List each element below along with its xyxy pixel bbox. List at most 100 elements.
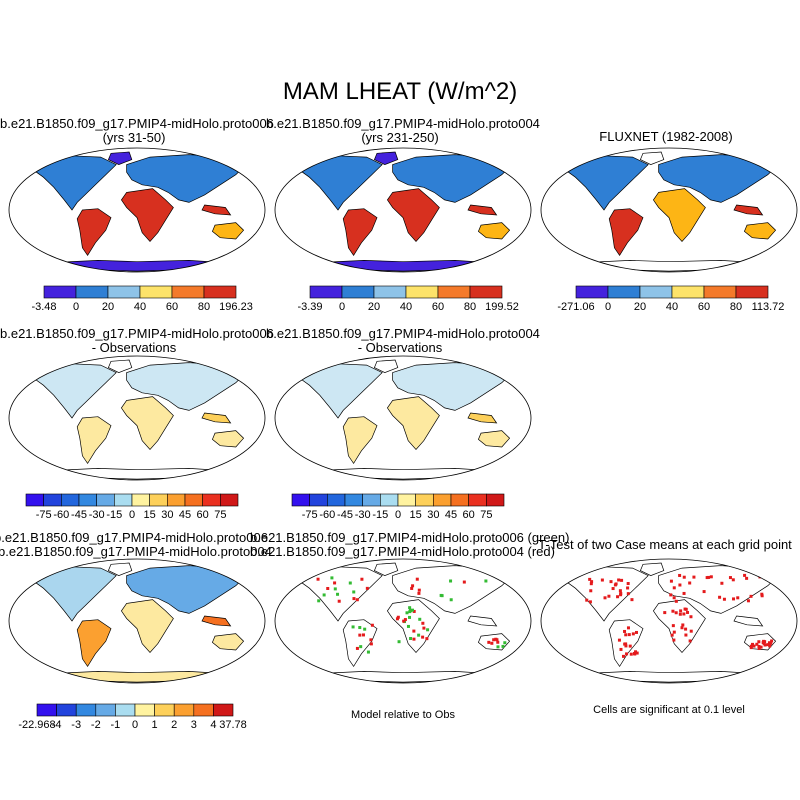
significance-cell bbox=[631, 632, 635, 636]
colorbar-segment bbox=[575, 285, 609, 299]
significance-cell bbox=[760, 592, 764, 596]
map-border bbox=[540, 147, 798, 273]
significance-cell bbox=[736, 596, 740, 600]
significance-cell bbox=[678, 583, 682, 587]
colorbar-label: -15 bbox=[106, 509, 122, 521]
significance-cell bbox=[358, 626, 362, 630]
colorbar-label: 0 bbox=[132, 719, 138, 731]
colorbar-segment bbox=[735, 285, 769, 299]
colorbar-label: 0 bbox=[339, 301, 345, 313]
significance-cell bbox=[421, 635, 425, 639]
colorbar-label: 4 bbox=[210, 719, 216, 731]
significance-cell bbox=[625, 652, 629, 656]
colorbar-segment bbox=[114, 493, 133, 507]
significance-cell bbox=[449, 579, 453, 583]
significance-cell bbox=[671, 609, 675, 613]
continent-antarctica bbox=[45, 468, 229, 480]
significance-cell bbox=[732, 597, 736, 601]
significance-cell bbox=[709, 575, 713, 579]
colorbar-segment bbox=[56, 703, 77, 717]
significance-cell bbox=[634, 650, 638, 654]
continent-antarctica bbox=[45, 671, 229, 683]
colorbar-segment bbox=[134, 703, 155, 717]
colorbar-segment bbox=[327, 493, 346, 507]
continent-antarctica bbox=[577, 260, 761, 272]
colorbar-segment bbox=[75, 703, 97, 717]
map-land-layer bbox=[564, 151, 779, 272]
significance-cell bbox=[770, 639, 774, 643]
significance-cell bbox=[422, 626, 426, 630]
significance-cell bbox=[585, 598, 589, 602]
significance-cell bbox=[635, 651, 639, 655]
significance-cell bbox=[767, 641, 771, 645]
significance-cell bbox=[624, 644, 628, 648]
colorbar-segment bbox=[184, 493, 203, 507]
continent-north-america bbox=[298, 155, 383, 211]
continent-north-america bbox=[32, 363, 117, 419]
continent-north-america bbox=[564, 566, 649, 622]
continent-south-america bbox=[342, 619, 378, 668]
colorbar-label: -271.06 bbox=[557, 301, 594, 313]
map-obs bbox=[540, 147, 798, 273]
colorbar-segment bbox=[131, 493, 150, 507]
colorbar-segment bbox=[220, 493, 239, 507]
significance-cell bbox=[588, 600, 592, 604]
colorbar-segment bbox=[671, 285, 705, 299]
significance-cell bbox=[669, 579, 673, 583]
map-land-layer bbox=[298, 562, 513, 683]
colorbar-segment bbox=[171, 285, 205, 299]
continent-africa bbox=[386, 599, 440, 654]
significance-cell bbox=[678, 612, 682, 616]
panel-title-line2: (yrs 231-250) bbox=[361, 130, 439, 145]
colorbar-diff1: -75 -60 -45 -30 -15 0 15 30 45 60 75 bbox=[25, 493, 239, 521]
colorbar-segment bbox=[149, 493, 168, 507]
continent-africa bbox=[120, 396, 174, 451]
significance-cell bbox=[722, 597, 726, 601]
colorbar-segment bbox=[75, 285, 109, 299]
significance-cell bbox=[682, 591, 686, 595]
continent-africa bbox=[386, 396, 440, 451]
colorbar-label: 2 bbox=[171, 719, 177, 731]
colorbar-label: 15 bbox=[410, 509, 422, 521]
panel-title-line1: b.e21.B1850.f09_g17.PMIP4-midHolo.proto0… bbox=[266, 116, 540, 131]
significance-cell bbox=[632, 651, 636, 655]
continent-antarctica bbox=[311, 260, 495, 272]
panel-title-line1: b.e21.B1850.f09_g17.PMIP4-midHolo.proto0… bbox=[250, 530, 570, 545]
significance-cell bbox=[495, 638, 499, 642]
significance-cell bbox=[406, 624, 410, 628]
colorbar-case-diff: -22.968-4 -3 -2 -1 0 1 2 3 4 37.78 bbox=[18, 703, 247, 731]
colorbar-label: 3 bbox=[191, 719, 197, 731]
panel-title-diff2: b.e21.B1850.f09_g17.PMIP4-midHolo.proto0… bbox=[266, 327, 540, 355]
colorbar-label: 60 bbox=[197, 509, 209, 521]
colorbar-label: 20 bbox=[102, 301, 114, 313]
continent-australia bbox=[211, 633, 245, 651]
colorbar-segment bbox=[450, 493, 469, 507]
significance-cell bbox=[663, 611, 667, 615]
significance-cell bbox=[623, 629, 627, 633]
significance-cell bbox=[603, 596, 607, 600]
colorbar-segment bbox=[193, 703, 214, 717]
panel-title-line2: - b.e21.B1850.f09_g17.PMIP4-midHolo.prot… bbox=[0, 544, 272, 559]
colorbar-label: 15 bbox=[144, 509, 156, 521]
significance-cell bbox=[412, 609, 416, 613]
significance-cell bbox=[490, 641, 494, 645]
colorbar-label: -45 bbox=[71, 509, 87, 521]
significance-cell bbox=[768, 644, 772, 648]
continent-maritime bbox=[467, 615, 498, 627]
map-land-layer bbox=[564, 562, 779, 683]
colorbar-segment bbox=[405, 285, 439, 299]
continent-greenland bbox=[107, 359, 133, 373]
significance-cell bbox=[405, 611, 409, 615]
significance-cell bbox=[755, 642, 759, 646]
significance-cell bbox=[600, 578, 604, 582]
significance-cell bbox=[412, 637, 416, 641]
significance-cell bbox=[402, 619, 406, 623]
map-border bbox=[274, 355, 532, 481]
colorbar-segment bbox=[154, 703, 175, 717]
note-ttest: Cells are significant at 0.1 level bbox=[593, 704, 745, 716]
continent-maritime bbox=[733, 615, 764, 627]
significance-cell bbox=[621, 654, 625, 658]
significance-cell bbox=[629, 652, 633, 656]
significance-cell bbox=[635, 630, 639, 634]
panel-title-line1: b.e21.B1850.f09_g17.PMIP4-midHolo.proto0… bbox=[0, 530, 268, 545]
